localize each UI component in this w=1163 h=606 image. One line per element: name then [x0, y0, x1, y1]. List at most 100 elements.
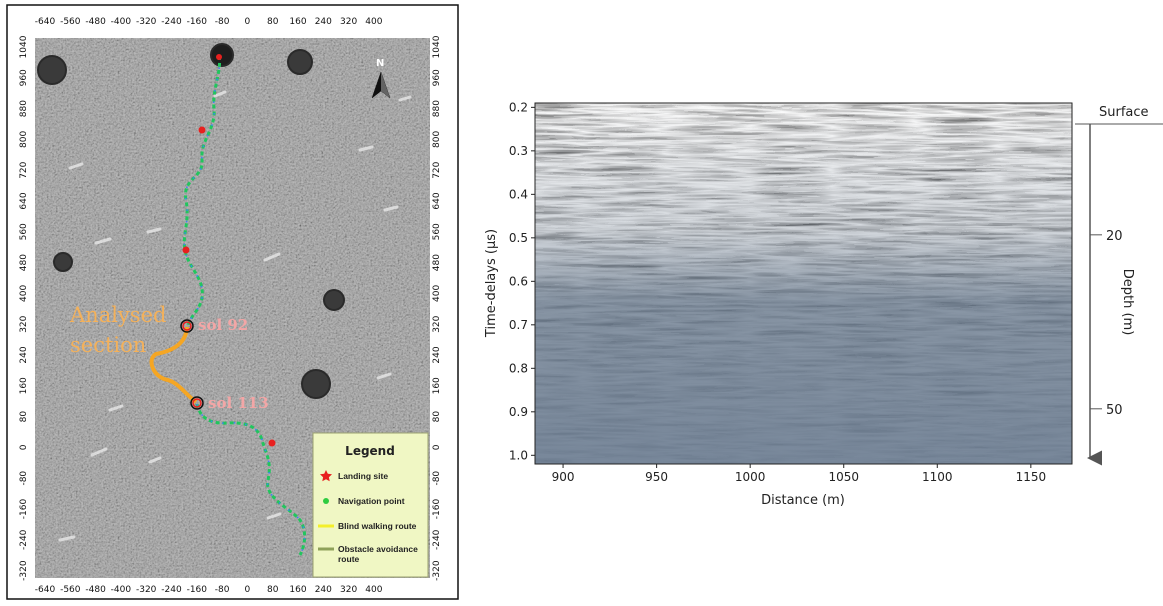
x-axis-label: Distance (m) [761, 493, 845, 508]
svg-text:Obstacle avoidance: Obstacle avoidance [338, 544, 418, 554]
map-top-tick: -80 [215, 17, 230, 27]
map-left-tick: 800 [19, 131, 29, 148]
y-tick-label: 0.7 [509, 318, 528, 332]
map-bottom-tick-labels: -640 -560 -480 -400 -320 -240 -160 -80 0 80 160 240… [35, 585, 383, 595]
map-bottom-tick: -400 [111, 585, 132, 595]
y-tick-label: 0.6 [509, 274, 528, 288]
map-left-tick: 560 [19, 223, 29, 240]
map-top-tick: -640 [35, 17, 56, 27]
map-left-tick-labels: 1040960880800720640560480400320240160800… [19, 35, 29, 581]
map-top-tick: -240 [161, 17, 182, 27]
x-axis-ticks: 900 950 1000 1050 1100 1150 [552, 464, 1046, 484]
analysed-section-route [149, 326, 198, 404]
map-top-tick: -400 [111, 17, 132, 27]
map-left-tick: -320 [19, 560, 29, 581]
map-left-tick: 80 [19, 411, 29, 423]
y-tick-label: 0.9 [509, 405, 528, 419]
map-bottom-tick: -640 [35, 585, 56, 595]
map-right-tick: 240 [432, 346, 442, 363]
map-top-tick: -560 [60, 17, 81, 27]
y-tick-label: 0.8 [509, 361, 528, 375]
route-blue-dots [183, 55, 306, 556]
map-top-tick: 240 [315, 17, 332, 27]
x-tick-label: 900 [552, 470, 575, 484]
map-right-tick: 880 [432, 100, 442, 117]
map-left-tick: 480 [19, 254, 29, 271]
map-right-tick: 320 [432, 315, 442, 332]
map-bottom-tick: -240 [161, 585, 182, 595]
map-left-tick: 160 [19, 377, 29, 394]
map-top-tick: -160 [187, 17, 208, 27]
map-right-tick: 720 [432, 161, 442, 178]
sol-start-label: sol 92 [198, 316, 248, 334]
north-label: N [376, 58, 384, 69]
y-tick-label: 0.5 [509, 231, 528, 245]
legend-title: Legend [345, 444, 395, 458]
map-top-tick: 320 [340, 17, 357, 27]
map-left-tick: 640 [19, 192, 29, 209]
map-bottom-tick: -80 [215, 585, 230, 595]
map-right-tick: -240 [432, 529, 442, 550]
map-right-tick: 960 [432, 69, 442, 86]
legend-item-navigation-point: Navigation point [323, 496, 405, 506]
depth-axis-label: Depth (m) [1120, 269, 1135, 336]
map-top-tick: 400 [365, 17, 382, 27]
map-left-tick: 720 [19, 161, 29, 178]
map-top-tick: 160 [289, 17, 306, 27]
map-top-tick: -480 [85, 17, 106, 27]
map-right-tick: 480 [432, 254, 442, 271]
depth-tick-label: 50 [1106, 403, 1123, 418]
legend-item-landing-site: Landing site [319, 470, 388, 482]
legend-item-obstacle-avoidance: Obstacle avoidance route [318, 544, 418, 564]
map-left-tick: 960 [19, 69, 29, 86]
map-bottom-tick: -160 [187, 585, 208, 595]
map-right-tick: 160 [432, 377, 442, 394]
dune-streaks [58, 90, 412, 542]
map-right-tick: -320 [432, 560, 442, 581]
map-right-tick: 0 [432, 444, 442, 450]
north-arrow-icon [371, 71, 391, 99]
map-bottom-tick: -560 [60, 585, 81, 595]
sol-92-marker [180, 319, 194, 333]
map-top-tick: 80 [267, 17, 279, 27]
map-left-tick: 240 [19, 346, 29, 363]
svg-text:Blind walking route: Blind walking route [338, 521, 417, 531]
craters [37, 43, 345, 399]
rover-map: sol 92 sol 113 Analysed section N Legend… [6, 4, 459, 600]
surface-label: Surface [1099, 105, 1149, 120]
map-left-tick: 0 [19, 444, 29, 450]
y-tick-label: 0.4 [509, 187, 528, 201]
star-icon [319, 470, 332, 482]
map-right-tick: 400 [432, 285, 442, 302]
map-right-tick: 640 [432, 192, 442, 209]
map-bottom-tick: 80 [267, 585, 279, 595]
map-left-tick: 880 [19, 100, 29, 117]
map-bottom-tick: 160 [289, 585, 306, 595]
map-left-tick: 1040 [19, 35, 29, 58]
map-right-tick: 80 [432, 411, 442, 423]
plot-frame [534, 102, 1073, 465]
svg-text:Navigation point: Navigation point [338, 496, 405, 506]
map-bottom-tick: 0 [245, 585, 251, 595]
y-tick-label: 1.0 [509, 448, 528, 462]
map-bottom-tick: 320 [340, 585, 357, 595]
radargram-image [535, 103, 1072, 464]
analysed-label-line1: Analysed [69, 303, 166, 327]
map-right-tick: -80 [432, 471, 442, 486]
sol-113-marker [190, 396, 204, 410]
map-bottom-tick: -320 [136, 585, 157, 595]
map-bottom-tick: 400 [365, 585, 382, 595]
map-top-tick: 0 [245, 17, 251, 27]
map-left-tick: -240 [19, 529, 29, 550]
map-bottom-tick: -480 [85, 585, 106, 595]
y-axis-label: Time-delays (µs) [484, 229, 499, 338]
map-right-tick: 560 [432, 223, 442, 240]
map-left-tick: -160 [19, 499, 29, 520]
analysed-label-line2: section [70, 333, 146, 357]
sol-end-label: sol 113 [208, 394, 269, 412]
map-right-tick: 1040 [432, 35, 442, 58]
radargram-chart: 900 950 1000 1050 1100 1150 0.20.30.40.50.60.… [484, 100, 1163, 508]
x-tick-label: 950 [645, 470, 668, 484]
